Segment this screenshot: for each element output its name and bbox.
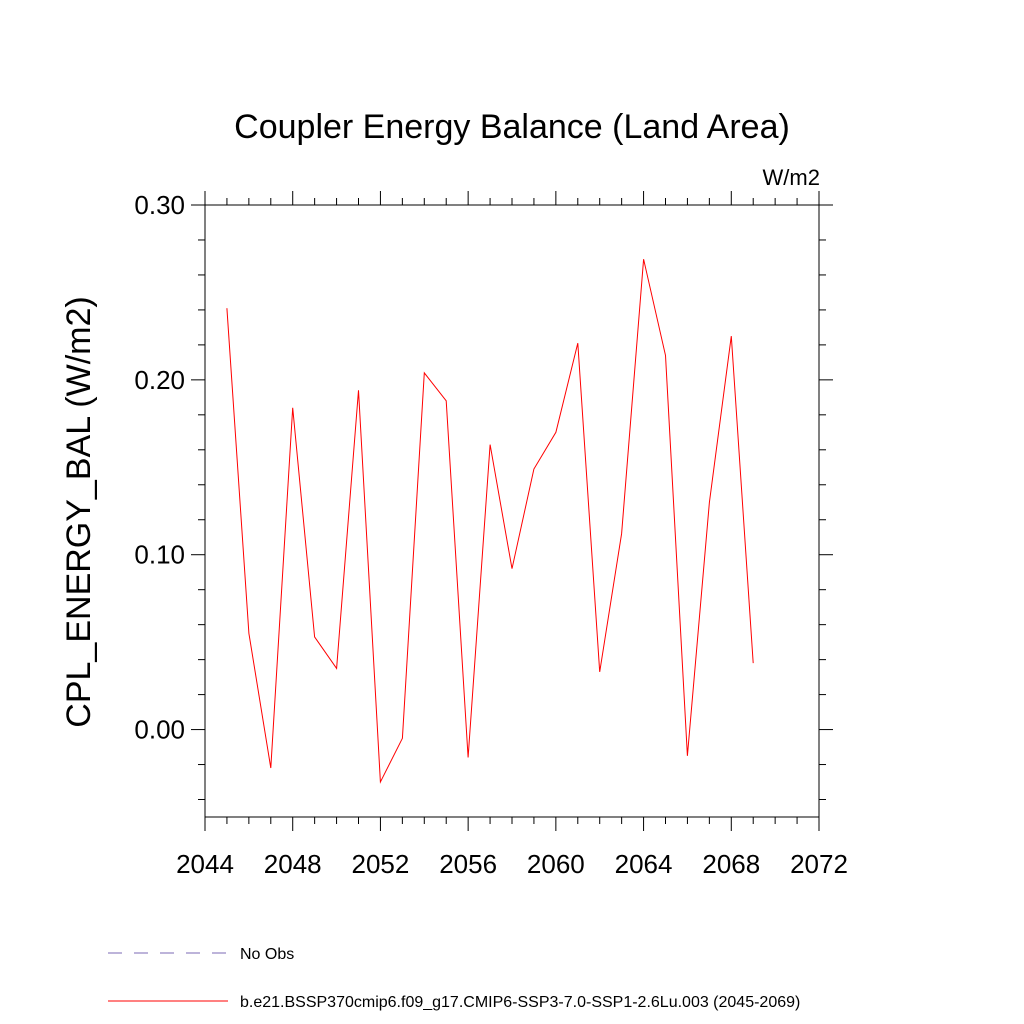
x-tick-label: 2044 [176,849,234,879]
y-tick-label: 0.20 [134,365,185,395]
y-tick-label: 0.30 [134,190,185,220]
legend-label-no-obs: No Obs [240,946,294,963]
x-tick-label: 2052 [352,849,410,879]
legend-label-series: b.e21.BSSP370cmip6.f09_g17.CMIP6-SSP3-7.… [240,994,800,1011]
y-axis-label: CPL_ENERGY_BAL (W/m2) [60,296,98,727]
x-tick-labels: 2044 2048 2052 2056 2060 2064 2068 2072 [176,849,848,879]
y-tick-label: 0.10 [134,540,185,570]
minor-ticks [198,198,826,824]
series-line [226,259,754,784]
x-tick-label: 2068 [702,849,760,879]
x-tick-label: 2056 [439,849,497,879]
x-tick-label: 2060 [527,849,585,879]
chart-title: Coupler Energy Balance (Land Area) [234,108,790,146]
legend: No Obs b.e21.BSSP370cmip6.f09_g17.CMIP6-… [108,946,800,1011]
x-tick-label: 2072 [790,849,848,879]
y-tick-labels: 0.00 0.10 0.20 0.30 [134,190,185,745]
x-tick-label: 2048 [264,849,322,879]
y-tick-label: 0.00 [134,715,185,745]
series-layer [226,259,754,784]
x-tick-label: 2064 [615,849,673,879]
units-label: W/m2 [763,165,820,190]
major-ticks [191,191,833,831]
plot-frame [204,204,820,818]
